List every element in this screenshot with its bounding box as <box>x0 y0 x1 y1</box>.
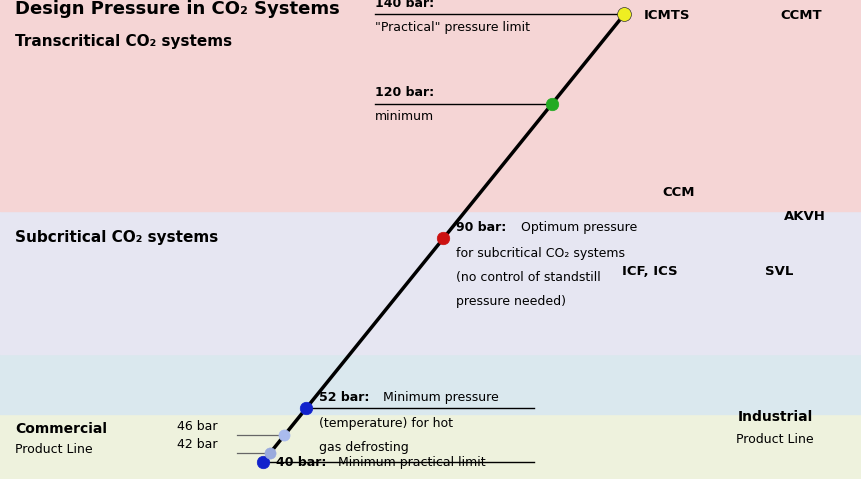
Text: Design Pressure in CO₂ Systems: Design Pressure in CO₂ Systems <box>15 0 340 18</box>
Bar <box>0 211 861 354</box>
Text: Minimum pressure: Minimum pressure <box>379 391 499 404</box>
Text: ICF, ICS: ICF, ICS <box>623 265 678 278</box>
Text: Subcritical CO₂ systems: Subcritical CO₂ systems <box>15 230 219 245</box>
Text: Product Line: Product Line <box>736 433 814 446</box>
Text: 90 bar:: 90 bar: <box>456 220 506 233</box>
Text: Industrial: Industrial <box>737 410 813 424</box>
Text: SVL: SVL <box>765 265 793 278</box>
Text: Minimum practical limit: Minimum practical limit <box>334 456 486 469</box>
Text: Product Line: Product Line <box>15 443 93 456</box>
Bar <box>0 414 861 479</box>
Text: "Practical" pressure limit: "Practical" pressure limit <box>375 21 530 34</box>
Text: AKVH: AKVH <box>784 210 826 223</box>
Text: for subcritical CO₂ systems: for subcritical CO₂ systems <box>456 247 625 260</box>
Text: 140 bar:: 140 bar: <box>375 0 434 10</box>
Text: gas defrosting: gas defrosting <box>319 441 409 454</box>
Text: Transcritical CO₂ systems: Transcritical CO₂ systems <box>15 34 232 48</box>
Bar <box>0 0 861 211</box>
Text: pressure needed): pressure needed) <box>456 295 567 308</box>
Text: 40 bar:: 40 bar: <box>276 456 326 469</box>
Text: CCMT: CCMT <box>780 9 821 22</box>
Text: 42 bar: 42 bar <box>177 438 217 451</box>
Text: ICMTS: ICMTS <box>644 9 691 22</box>
Text: (temperature) for hot: (temperature) for hot <box>319 417 453 430</box>
Text: minimum: minimum <box>375 110 434 123</box>
Text: (no control of standstill: (no control of standstill <box>456 271 601 284</box>
Text: Optimum pressure: Optimum pressure <box>517 220 637 233</box>
Text: 46 bar: 46 bar <box>177 420 217 433</box>
Text: CCM: CCM <box>662 186 695 199</box>
Text: 52 bar:: 52 bar: <box>319 391 369 404</box>
Text: Commercial: Commercial <box>15 422 108 435</box>
Bar <box>0 354 861 414</box>
Text: 120 bar:: 120 bar: <box>375 86 434 99</box>
